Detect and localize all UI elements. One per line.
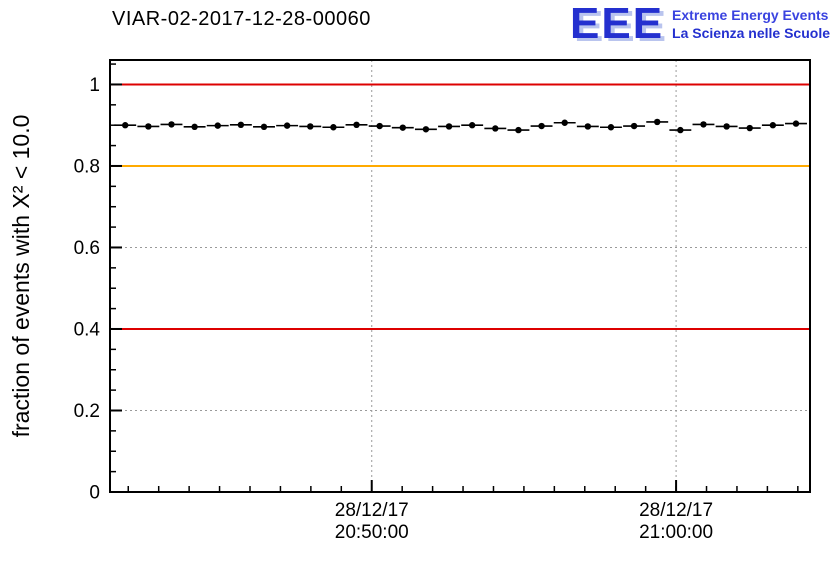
svg-text:28/12/17: 28/12/17: [639, 500, 713, 521]
svg-text:0.4: 0.4: [74, 320, 101, 341]
svg-text:20:50:00: 20:50:00: [335, 522, 409, 543]
svg-text:1: 1: [89, 75, 100, 96]
svg-text:28/12/17: 28/12/17: [335, 500, 409, 521]
svg-text:21:00:00: 21:00:00: [639, 522, 713, 543]
eee-tagline-line1: Extreme Energy Events: [672, 7, 829, 23]
eee-logo-tagline: Extreme Energy Events La Scienza nelle S…: [672, 6, 830, 42]
svg-text:0.2: 0.2: [74, 401, 100, 422]
eee-logo: EEE Extreme Energy Events La Scienza nel…: [570, 0, 830, 48]
svg-text:0.8: 0.8: [74, 157, 100, 178]
eee-logo-text: EEE: [570, 0, 665, 48]
svg-text:0.6: 0.6: [74, 238, 100, 259]
eee-tagline-line2: La Scienza nelle Scuole: [672, 25, 830, 41]
chart-title: VIAR-02-2017-12-28-00060: [112, 8, 371, 30]
svg-text:0: 0: [89, 483, 100, 504]
